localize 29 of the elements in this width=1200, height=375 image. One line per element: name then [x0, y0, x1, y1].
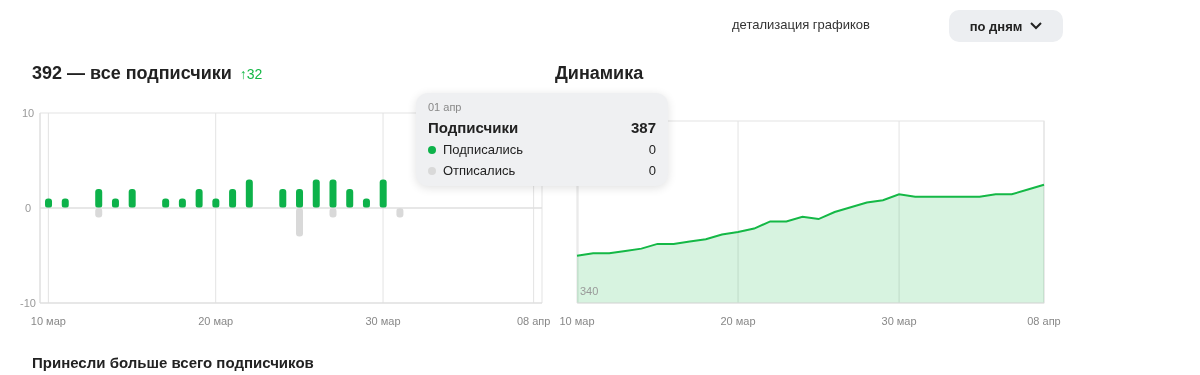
text: 387 [630, 119, 656, 136]
text: детализация графиков [732, 17, 870, 32]
annotation: 01 апр [428, 101, 463, 113]
bar [379, 179, 387, 208]
annotation: 340 [580, 285, 599, 297]
text: 0 [648, 163, 656, 178]
x-tick-label: 30 мар [365, 315, 401, 327]
text: ↑32 [239, 66, 263, 82]
x-tick-label: 08 апр [516, 315, 551, 327]
y-tick-label: 0 [24, 202, 32, 214]
annotation: Отписались [442, 163, 516, 178]
chart-title: 392 — все подписчики [32, 63, 232, 83]
x-tick-label: 30 мар [881, 315, 917, 327]
bar [312, 179, 320, 208]
text: Принесли больше всего подписчиков [32, 354, 314, 371]
y-tick-label: -10 [20, 297, 36, 309]
y-tick-label: 10 [21, 107, 35, 119]
x-tick-label: 20 мар [198, 315, 234, 327]
text: 0 [648, 142, 656, 157]
annotation: Подписались [442, 142, 524, 157]
bar [245, 179, 253, 208]
text: по дням [969, 18, 1023, 34]
x-tick-label: 20 мар [720, 315, 756, 327]
annotation: Подписчики [428, 119, 519, 136]
chart-title: Динамика [555, 63, 644, 84]
x-tick-label: 10 мар [559, 315, 595, 327]
x-tick-label: 10 мар [30, 315, 66, 327]
x-tick-label: 08 апр [1027, 315, 1061, 327]
bar [329, 179, 337, 208]
